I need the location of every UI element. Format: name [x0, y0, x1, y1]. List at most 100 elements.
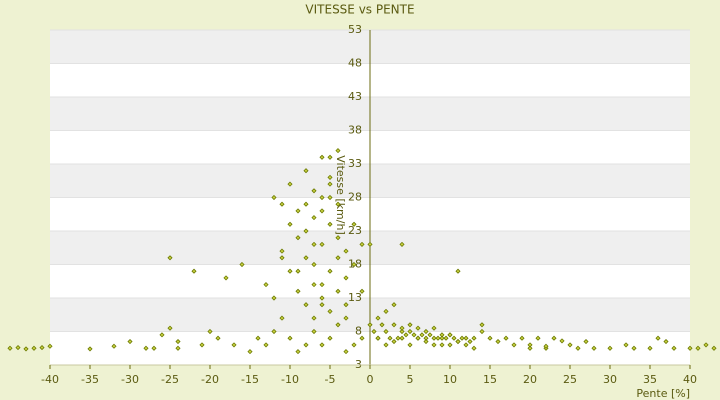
- point: [415, 335, 421, 341]
- point: [303, 168, 309, 174]
- point: [167, 255, 173, 261]
- point: [375, 315, 381, 321]
- point: [327, 335, 333, 341]
- point: [419, 332, 425, 338]
- point: [391, 338, 397, 345]
- point: [439, 342, 445, 348]
- point: [359, 288, 365, 294]
- point: [263, 282, 269, 288]
- point: [395, 335, 401, 341]
- point: [399, 241, 405, 247]
- point: [255, 335, 261, 341]
- point: [271, 194, 277, 201]
- point: [319, 208, 325, 214]
- point: [311, 188, 317, 194]
- point: [335, 148, 341, 154]
- point: [39, 345, 45, 351]
- point: [443, 335, 449, 341]
- point: [359, 335, 365, 341]
- point: [447, 342, 453, 348]
- point: [279, 255, 285, 261]
- y-tick-label: 13: [348, 291, 362, 304]
- point: [391, 322, 397, 328]
- x-tick-label: 20: [523, 373, 537, 386]
- point: [631, 345, 637, 351]
- y-tick-label: 43: [348, 90, 362, 103]
- point: [7, 345, 13, 351]
- point: [551, 335, 557, 341]
- x-tick-label: 40: [683, 373, 697, 386]
- point: [319, 302, 325, 308]
- x-tick-label: -20: [201, 373, 219, 386]
- y-tick-label: 38: [348, 124, 362, 137]
- point: [711, 345, 717, 351]
- point: [407, 342, 413, 348]
- point: [379, 322, 385, 328]
- point: [343, 315, 349, 321]
- point: [295, 235, 301, 241]
- x-tick-label: 5: [407, 373, 414, 386]
- point: [343, 248, 349, 254]
- point: [47, 343, 53, 349]
- point: [503, 335, 509, 341]
- point: [383, 342, 389, 348]
- point: [511, 342, 517, 348]
- point: [31, 345, 37, 351]
- point: [463, 342, 469, 348]
- point: [431, 325, 437, 331]
- point: [327, 308, 333, 314]
- x-tick-label: 0: [367, 373, 374, 386]
- point: [387, 335, 393, 341]
- point: [527, 342, 533, 348]
- point: [319, 194, 325, 201]
- point: [279, 315, 285, 321]
- point: [343, 302, 349, 308]
- x-tick-label: 15: [483, 373, 497, 386]
- point: [271, 295, 277, 301]
- point: [335, 235, 341, 241]
- point: [391, 302, 397, 308]
- point: [343, 349, 349, 355]
- point: [431, 342, 437, 348]
- y-tick-label: 53: [348, 23, 362, 36]
- point: [111, 343, 117, 349]
- point: [383, 328, 389, 335]
- point: [567, 342, 573, 348]
- point: [303, 228, 309, 234]
- point: [319, 282, 325, 288]
- point: [87, 346, 93, 352]
- point: [327, 194, 333, 201]
- point: [559, 338, 565, 344]
- point: [175, 338, 181, 345]
- point: [695, 345, 701, 351]
- point: [451, 335, 457, 341]
- point: [311, 282, 317, 288]
- chart-title: VITESSE vs PENTE: [305, 3, 414, 17]
- point: [311, 315, 317, 321]
- point: [463, 335, 469, 341]
- point: [583, 338, 589, 345]
- x-tick-label: -25: [161, 373, 179, 386]
- point: [15, 345, 21, 351]
- x-tick-label: -40: [41, 373, 59, 386]
- point: [459, 335, 465, 341]
- x-tick-label: 35: [643, 373, 657, 386]
- point: [287, 335, 293, 341]
- point: [287, 221, 293, 227]
- point: [207, 328, 213, 335]
- point: [239, 261, 245, 268]
- point: [311, 328, 317, 335]
- point: [455, 268, 461, 274]
- point: [575, 345, 581, 351]
- point: [263, 342, 269, 348]
- point: [295, 268, 301, 274]
- point: [671, 345, 677, 351]
- point: [415, 325, 421, 331]
- point: [191, 268, 197, 274]
- y-tick-label: 8: [355, 325, 362, 338]
- point: [231, 342, 237, 348]
- point: [423, 328, 429, 335]
- x-tick-label: 30: [603, 373, 617, 386]
- point: [303, 342, 309, 348]
- point: [143, 345, 149, 351]
